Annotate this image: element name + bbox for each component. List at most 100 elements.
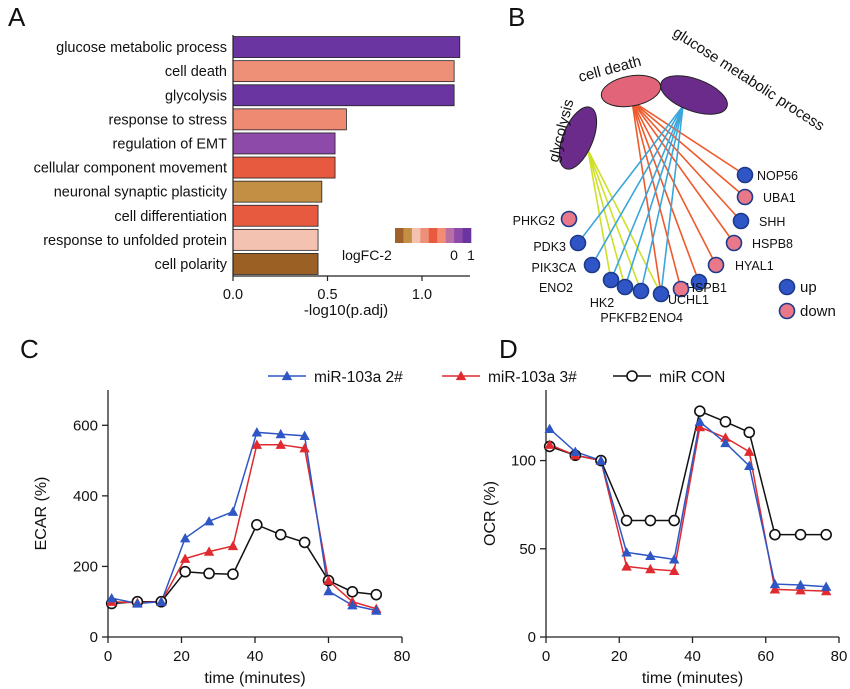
gene-node-hspb1 xyxy=(690,273,708,291)
bar-regulation-of-emt xyxy=(232,132,336,155)
x-axis-label: -log10(p.adj) xyxy=(304,302,388,319)
point-mir-103a-3 xyxy=(795,585,806,595)
edge-glucose-metabolic-process-eno2 xyxy=(610,105,684,281)
x-tick-label: 60 xyxy=(757,648,774,665)
x-axis-label: time (minutes) xyxy=(642,670,743,687)
x-tick-label: 20 xyxy=(173,648,190,665)
x-tick-label: 40 xyxy=(247,648,264,665)
category-label: cellular component movement xyxy=(34,161,227,177)
y-tick-label: 0 xyxy=(90,629,98,646)
x-axis-label: time (minutes) xyxy=(204,670,305,687)
term-node-glucose-metabolic-process xyxy=(660,75,728,115)
edge-cell-death-eno4 xyxy=(631,100,662,295)
point-mir-103a-3 xyxy=(668,565,680,575)
legend-color-swatch xyxy=(420,228,430,243)
point-mir-103a-3 xyxy=(544,439,555,449)
bar-cellular-component-movement xyxy=(232,156,336,179)
edge-glucose-metabolic-process-pdk3 xyxy=(577,105,684,244)
bar-response-to-stress xyxy=(232,108,347,131)
gene-node-nop56 xyxy=(736,166,754,184)
point-mir-103a-3 xyxy=(323,575,334,585)
point-mir-103a-2 xyxy=(371,605,382,615)
point-mir-con xyxy=(274,528,287,541)
panel-label-b: B xyxy=(508,2,525,32)
legend-marker-mir-103a-2 xyxy=(281,370,293,381)
legend-tick-label: 0 xyxy=(450,247,458,263)
point-mir-con xyxy=(719,415,732,428)
point-mir-103a-2 xyxy=(595,455,607,465)
point-mir-103a-2 xyxy=(156,596,167,606)
legend-color-swatch xyxy=(411,228,421,243)
gene-label: ENO4 xyxy=(649,311,683,325)
point-mir-103a-3 xyxy=(744,446,755,456)
gene-node-eno4 xyxy=(652,285,670,303)
gene-label: UBA1 xyxy=(763,191,796,205)
panel-label-a: A xyxy=(8,2,26,32)
category-label: response to stress xyxy=(109,112,227,128)
y-axis-label: ECAR (%) xyxy=(33,477,50,551)
bar-response-to-unfolded-protein xyxy=(232,228,319,251)
point-mir-103a-2 xyxy=(179,533,191,543)
point-mir-con xyxy=(346,586,359,598)
legend-color-swatch xyxy=(428,228,438,243)
point-mir-103a-3 xyxy=(621,561,632,571)
category-label: cell death xyxy=(165,64,227,80)
point-mir-con xyxy=(251,518,263,531)
edge-glucose-metabolic-process-pik3ca xyxy=(591,105,684,266)
x-tick-label: 0 xyxy=(542,648,550,665)
point-mir-con xyxy=(644,514,657,527)
gene-node-phkg2 xyxy=(560,210,578,228)
point-mir-con xyxy=(794,528,807,541)
point-mir-103a-2 xyxy=(645,550,656,561)
y-tick-label: 0 xyxy=(528,629,536,646)
point-mir-con xyxy=(668,514,680,527)
bar-cell-death xyxy=(232,60,455,83)
point-mir-103a-3 xyxy=(227,540,239,551)
x-tick-label: 40 xyxy=(684,648,701,665)
point-mir-103a-2 xyxy=(744,460,755,471)
legend-tick-label: 1 xyxy=(467,247,475,263)
panel-c-ecar-chart: 0 20 40 60 80 0 200 400 600 time (minutes) ECAR (%… xyxy=(33,390,410,687)
legend-marker-down xyxy=(778,302,796,320)
legend-color-swatch xyxy=(403,228,413,243)
legend-marker-mir-con xyxy=(626,370,638,382)
gene-label: HSPB8 xyxy=(752,237,793,251)
point-mir-103a-2 xyxy=(251,427,263,437)
edge-cell-death-hspb1 xyxy=(631,100,700,283)
gene-label: PHKG2 xyxy=(513,214,555,228)
y-tick-label: 50 xyxy=(519,541,536,558)
y-tick-label: 600 xyxy=(73,417,98,434)
edge-cell-death-uchl1 xyxy=(631,100,682,290)
point-mir-103a-2 xyxy=(299,430,310,441)
gene-node-hyal1 xyxy=(707,256,725,274)
legend-title: logFC-2 xyxy=(342,247,392,263)
category-label: regulation of EMT xyxy=(113,136,228,152)
edge-glucose-metabolic-process-eno4 xyxy=(660,105,684,295)
point-mir-103a-3 xyxy=(645,563,656,574)
gene-node-pik3ca xyxy=(583,256,601,274)
edge-glucose-metabolic-process-pfkfb2 xyxy=(640,105,684,292)
gene-label: HSPB1 xyxy=(686,281,727,295)
x-tick-label: 1.0 xyxy=(412,287,432,303)
point-mir-103a-2 xyxy=(132,598,143,608)
point-mir-103a-2 xyxy=(106,592,117,603)
gene-label: UCHL1 xyxy=(668,293,709,307)
category-label: glucose metabolic process xyxy=(56,40,227,56)
category-label: cell differentiation xyxy=(114,209,227,225)
point-mir-con xyxy=(203,567,215,580)
category-label: response to unfolded protein xyxy=(43,233,227,249)
point-mir-103a-2 xyxy=(203,516,215,526)
bar-neuronal-synaptic-plasticity xyxy=(232,180,323,203)
point-mir-con xyxy=(370,588,383,601)
gene-node-eno2 xyxy=(602,271,620,289)
legend-color-swatch xyxy=(437,228,446,243)
gene-node-hk2 xyxy=(616,278,634,296)
legend-label: miR-103a 2# xyxy=(314,369,403,386)
term-node-glycolysis xyxy=(558,106,598,170)
point-mir-103a-3 xyxy=(179,553,191,563)
gene-label: SHH xyxy=(759,215,785,229)
bar-cell-polarity xyxy=(232,253,319,275)
point-mir-103a-3 xyxy=(694,421,706,432)
